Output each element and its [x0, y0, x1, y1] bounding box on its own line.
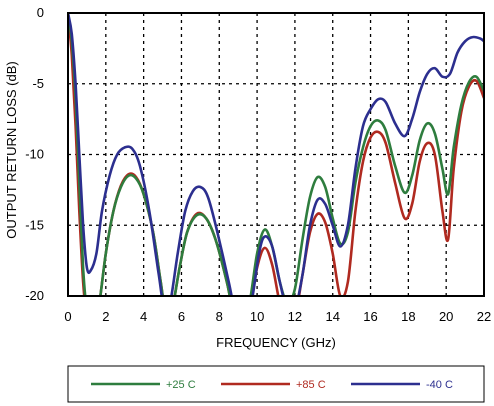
y-tick-label: -5 [32, 76, 44, 91]
x-tick-label: 12 [288, 309, 302, 324]
grid-lines [68, 13, 484, 296]
x-tick-label: 20 [439, 309, 453, 324]
y-tick-label: -10 [25, 147, 44, 162]
x-tick-label: 16 [363, 309, 377, 324]
x-tick-label: 4 [140, 309, 147, 324]
x-tick-label: 22 [477, 309, 491, 324]
x-tick-label: 0 [64, 309, 71, 324]
plot-frame [67, 12, 485, 297]
x-tick-label: 8 [216, 309, 223, 324]
legend: +25 C +85 C -40 C [67, 365, 485, 403]
legend-label-85-c: +85 C [296, 379, 326, 391]
x-tick-label: 14 [325, 309, 339, 324]
x-axis-title: FREQUENCY (GHz) [216, 335, 336, 350]
legend-label-25-c: +25 C [166, 379, 196, 391]
x-tick-label: 6 [178, 309, 185, 324]
x-tick-label: 18 [401, 309, 415, 324]
series-line-40-c [68, 13, 484, 296]
y-tick-label: 0 [37, 5, 44, 20]
legend-label-40-c: -40 C [426, 379, 453, 391]
plot-background [68, 13, 484, 296]
y-tick-label: -15 [25, 217, 44, 232]
y-tick-labels: 0 -5 -10 -15 -20 [25, 5, 44, 303]
x-tick-label: 2 [102, 309, 109, 324]
y-tick-label: -20 [25, 288, 44, 303]
x-tick-labels: 0 2 4 6 8 10 12 14 16 18 20 22 [64, 309, 491, 324]
series-lines [68, 13, 484, 296]
series-line-25-c [68, 13, 484, 296]
x-tick-label: 10 [250, 309, 264, 324]
y-axis-title: OUTPUT RETURN LOSS (dB) [4, 61, 19, 238]
